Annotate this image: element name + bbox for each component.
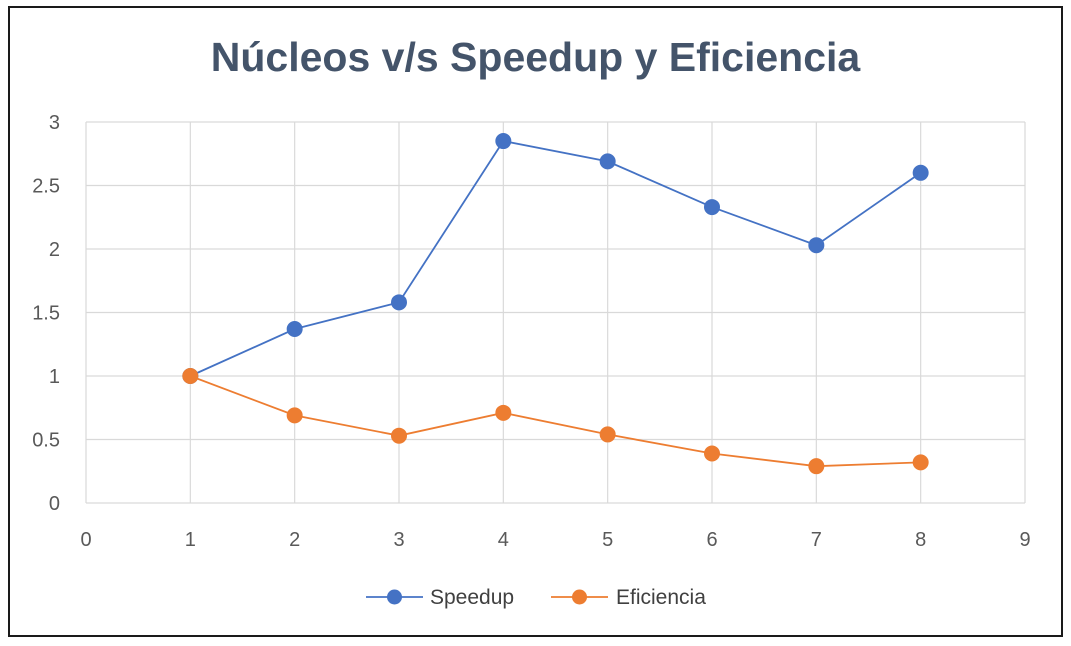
y-tick-label: 0 [49, 493, 60, 515]
series-layer [182, 133, 929, 475]
data-point [808, 237, 825, 254]
data-point [912, 164, 929, 181]
data-point [495, 133, 512, 150]
y-tick-label: 3 [49, 112, 60, 134]
data-point [391, 427, 407, 444]
chart-frame [8, 6, 1063, 637]
data-point [495, 404, 512, 421]
data-point [704, 445, 720, 462]
x-tick-label: 7 [811, 529, 822, 551]
legend-label: Eficiencia [616, 586, 706, 609]
series-line [190, 375, 921, 468]
data-point [808, 458, 825, 475]
x-tick-label: 9 [1019, 529, 1030, 551]
series-eficiencia [182, 368, 929, 475]
x-tick-label: 4 [498, 529, 509, 551]
legend-label: Speedup [430, 586, 514, 609]
y-tick-label: 2.5 [32, 176, 60, 198]
y-tick-label: 1.5 [32, 303, 60, 325]
x-tick-label: 0 [80, 529, 91, 551]
x-tick-label: 8 [915, 529, 926, 551]
data-point [912, 454, 929, 471]
data-point [599, 426, 616, 443]
x-tick-label: 5 [602, 529, 613, 551]
data-point [286, 407, 303, 424]
legend-item-eficiencia: Eficiencia [551, 586, 706, 609]
legend-item-speedup: Speedup [366, 586, 514, 609]
data-point [704, 199, 720, 216]
x-tick-label: 3 [393, 529, 404, 551]
y-tick-label: 1 [49, 366, 60, 388]
grid-lines [85, 121, 1026, 504]
data-point [182, 368, 199, 384]
x-tick-label: 6 [706, 529, 717, 551]
y-tick-label: 0.5 [32, 430, 60, 452]
x-tick-label: 1 [185, 529, 196, 551]
series-line [189, 140, 922, 377]
x-axis-ticks: 0 1 2 3 4 5 6 7 8 9 [80, 529, 1030, 551]
data-point [391, 294, 407, 311]
series-speedup [182, 133, 929, 384]
legend-marker [387, 589, 402, 605]
data-point [286, 321, 303, 338]
x-tick-label: 2 [289, 529, 300, 551]
y-axis-ticks: 0 0.5 1 1.5 2 2.5 3 [32, 112, 60, 515]
data-point [599, 153, 616, 170]
legend-marker [572, 589, 587, 605]
chart-title: Núcleos v/s Speedup y Eficiencia [210, 34, 861, 80]
legend: Speedup Eficiencia [366, 586, 706, 609]
y-tick-label: 2 [49, 239, 60, 261]
